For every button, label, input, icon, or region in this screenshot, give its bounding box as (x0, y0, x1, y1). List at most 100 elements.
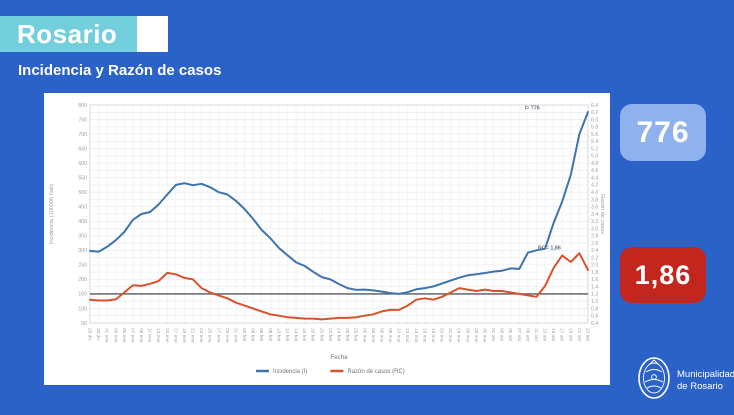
svg-text:11 abr: 11 abr (533, 328, 539, 342)
svg-text:13 ene: 13 ene (155, 328, 161, 343)
svg-text:08 mar: 08 mar (387, 328, 393, 343)
municipality-logo-line1: Municipalidad (677, 369, 734, 381)
svg-text:Fecha: Fecha (330, 354, 348, 361)
svg-text:04 feb: 04 feb (250, 328, 256, 342)
svg-text:50: 50 (81, 321, 87, 327)
svg-text:18 feb: 18 feb (310, 328, 316, 342)
svg-text:150: 150 (78, 292, 87, 298)
svg-text:0.6: 0.6 (591, 314, 598, 320)
svg-text:1.8: 1.8 (591, 270, 598, 276)
svg-text:450: 450 (78, 205, 87, 211)
svg-text:3.0: 3.0 (591, 226, 598, 232)
svg-text:RC= 1,86: RC= 1,86 (538, 246, 561, 252)
svg-text:4.2: 4.2 (591, 183, 598, 189)
svg-text:5.8: 5.8 (591, 125, 598, 131)
svg-text:16 feb: 16 feb (301, 328, 307, 342)
svg-text:29 ene: 29 ene (224, 328, 230, 343)
svg-text:26 mar: 26 mar (464, 328, 470, 343)
svg-text:15 ene: 15 ene (164, 328, 170, 343)
svg-text:05 ene: 05 ene (121, 328, 127, 343)
svg-text:07 abr: 07 abr (516, 328, 522, 342)
svg-text:650: 650 (78, 146, 87, 152)
svg-text:26 feb: 26 feb (344, 328, 350, 342)
svg-text:24 mar: 24 mar (456, 328, 462, 343)
svg-text:400: 400 (78, 219, 87, 225)
svg-text:2.2: 2.2 (591, 255, 598, 261)
municipality-emblem-icon (636, 356, 672, 405)
svg-text:14 mar: 14 mar (413, 328, 419, 343)
svg-text:2.0: 2.0 (591, 263, 598, 269)
svg-text:3.8: 3.8 (591, 197, 598, 203)
svg-text:07 ene: 07 ene (129, 328, 135, 343)
svg-text:06 feb: 06 feb (258, 328, 264, 342)
incidence-badge-value: 776 (636, 115, 690, 149)
svg-text:4.0: 4.0 (591, 190, 598, 196)
svg-text:550: 550 (78, 175, 87, 181)
svg-text:18 mar: 18 mar (430, 328, 436, 343)
svg-text:1.6: 1.6 (591, 277, 598, 283)
svg-text:23 abr: 23 abr (585, 328, 591, 342)
svg-text:27 ene: 27 ene (215, 328, 221, 343)
svg-text:6.0: 6.0 (591, 117, 598, 123)
svg-text:10 feb: 10 feb (275, 328, 281, 342)
svg-text:700: 700 (78, 132, 87, 138)
svg-text:16 mar: 16 mar (421, 328, 427, 343)
svg-text:24 feb: 24 feb (336, 328, 342, 342)
svg-text:2.4: 2.4 (591, 248, 598, 254)
svg-text:1.0: 1.0 (591, 299, 598, 305)
municipality-logo-line2: de Rosario (677, 380, 723, 392)
svg-text:09 abr: 09 abr (524, 328, 530, 342)
svg-text:22 feb: 22 feb (327, 328, 333, 342)
ratio-badge-value: 1,86 (634, 259, 692, 290)
svg-text:800: 800 (78, 103, 87, 109)
svg-text:4.6: 4.6 (591, 168, 598, 174)
svg-text:03 ene: 03 ene (112, 328, 118, 343)
svg-text:3.4: 3.4 (591, 212, 598, 218)
series-incidencia-line (89, 111, 589, 295)
svg-text:14 feb: 14 feb (293, 328, 299, 342)
svg-text:3.6: 3.6 (591, 205, 598, 211)
chart-panel: 50 100 150 200 250 300 350 400 450 500 550 600 650 70… (44, 93, 610, 385)
svg-text:4.4: 4.4 (591, 175, 598, 181)
svg-text:6.4: 6.4 (591, 103, 598, 109)
svg-text:5.0: 5.0 (591, 154, 598, 160)
svg-text:20 mar: 20 mar (439, 328, 445, 343)
svg-text:5.2: 5.2 (591, 146, 598, 152)
svg-text:08 feb: 08 feb (267, 328, 273, 342)
svg-text:03 abr: 03 abr (499, 328, 505, 342)
svg-text:2.8: 2.8 (591, 234, 598, 240)
svg-text:750: 750 (78, 117, 87, 123)
svg-text:3.2: 3.2 (591, 219, 598, 225)
svg-text:5.4: 5.4 (591, 139, 598, 145)
svg-text:19 abr: 19 abr (567, 328, 573, 342)
svg-text:4.8: 4.8 (591, 161, 598, 167)
svg-text:250: 250 (78, 263, 87, 269)
svg-text:2.6: 2.6 (591, 241, 598, 247)
svg-text:28 mar: 28 mar (473, 328, 479, 343)
svg-text:600: 600 (78, 161, 87, 167)
svg-text:21 abr: 21 abr (576, 328, 582, 342)
svg-text:30 mar: 30 mar (481, 328, 487, 343)
incidence-badge: 776 (620, 104, 706, 161)
svg-text:0.4: 0.4 (591, 321, 598, 327)
svg-text:06 mar: 06 mar (378, 328, 384, 343)
svg-text:Razón de casos (RC): Razón de casos (RC) (347, 369, 404, 375)
svg-text:21 ene: 21 ene (190, 328, 196, 343)
svg-text:22 mar: 22 mar (447, 328, 453, 343)
svg-text:10 mar: 10 mar (396, 328, 402, 343)
svg-text:19 ene: 19 ene (181, 328, 187, 343)
svg-text:12 feb: 12 feb (284, 328, 290, 342)
svg-text:30 dic: 30 dic (95, 328, 101, 341)
svg-text:Incidencia (I): Incidencia (I) (273, 369, 307, 375)
svg-text:28 dic: 28 dic (87, 328, 93, 341)
chart-svg: 50 100 150 200 250 300 350 400 450 500 550 600 650 70… (49, 103, 605, 375)
svg-text:31 ene: 31 ene (232, 328, 238, 343)
svg-text:13 abr: 13 abr (542, 328, 548, 342)
svg-text:25 ene: 25 ene (207, 328, 213, 343)
page-subtitle: Incidencia y Razón de casos (18, 62, 222, 79)
svg-text:0.8: 0.8 (591, 306, 598, 312)
svg-text:6.2: 6.2 (591, 110, 598, 116)
svg-text:04 mar: 04 mar (370, 328, 376, 343)
svg-text:I= 776: I= 776 (525, 105, 540, 111)
